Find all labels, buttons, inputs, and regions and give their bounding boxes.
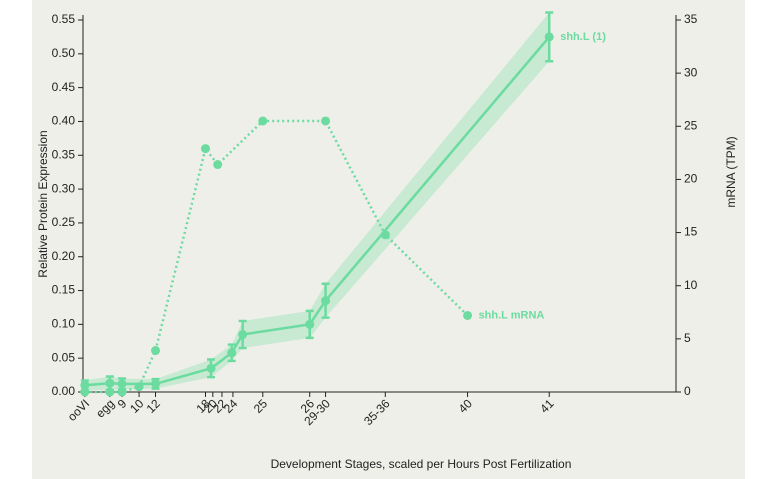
point — [544, 32, 554, 42]
point — [213, 160, 223, 170]
y-tick-label: 0.35 — [52, 147, 76, 161]
x-axis-title: Development Stages, scaled per Hours Pos… — [271, 457, 572, 471]
point — [80, 380, 90, 390]
point — [238, 330, 248, 340]
series-line — [84, 119, 469, 394]
y2-tick-label: 15 — [684, 225, 698, 239]
y2-tick-label: 0 — [684, 384, 691, 398]
series-label: shh.L mRNA — [479, 309, 545, 321]
point — [80, 387, 90, 397]
point — [151, 346, 161, 356]
y-tick-label: 0.55 — [52, 12, 76, 26]
point — [206, 363, 216, 373]
point — [463, 310, 473, 320]
series-label: shh.L (1) — [560, 31, 606, 43]
point — [105, 387, 115, 397]
y2-tick-label: 35 — [684, 12, 698, 26]
y2-tick-label: 20 — [684, 172, 698, 186]
y2-tick-label: 25 — [684, 118, 698, 132]
y-tick-label: 0.20 — [52, 249, 76, 263]
point — [321, 116, 331, 126]
y2-tick-label: 5 — [684, 331, 691, 345]
point — [134, 382, 144, 392]
point — [201, 144, 211, 154]
y-tick-label: 0.50 — [52, 46, 76, 60]
point — [117, 387, 127, 397]
point — [258, 116, 268, 126]
y2-axis-title: mRNA (TPM) — [724, 136, 738, 207]
y-tick-label: 0.05 — [52, 350, 76, 364]
point — [227, 348, 237, 358]
y-tick-label: 0.45 — [52, 80, 76, 94]
y-tick-label: 0.00 — [52, 384, 76, 398]
y-tick-label: 0.40 — [52, 114, 76, 128]
y-tick-label: 0.10 — [52, 317, 76, 331]
y-axis-title: Relative Protein Expression — [36, 130, 50, 277]
y2-tick-label: 30 — [684, 65, 698, 79]
point — [117, 379, 127, 389]
y-tick-label: 0.25 — [52, 215, 76, 229]
plot-background — [32, 0, 745, 479]
y2-tick-label: 10 — [684, 278, 698, 292]
point — [305, 319, 315, 329]
point — [151, 379, 161, 389]
series-line — [84, 36, 551, 387]
y-tick-label: 0.30 — [52, 181, 76, 195]
point — [321, 296, 331, 306]
point — [105, 378, 115, 388]
point — [380, 230, 390, 240]
y-tick-label: 0.15 — [52, 283, 76, 297]
